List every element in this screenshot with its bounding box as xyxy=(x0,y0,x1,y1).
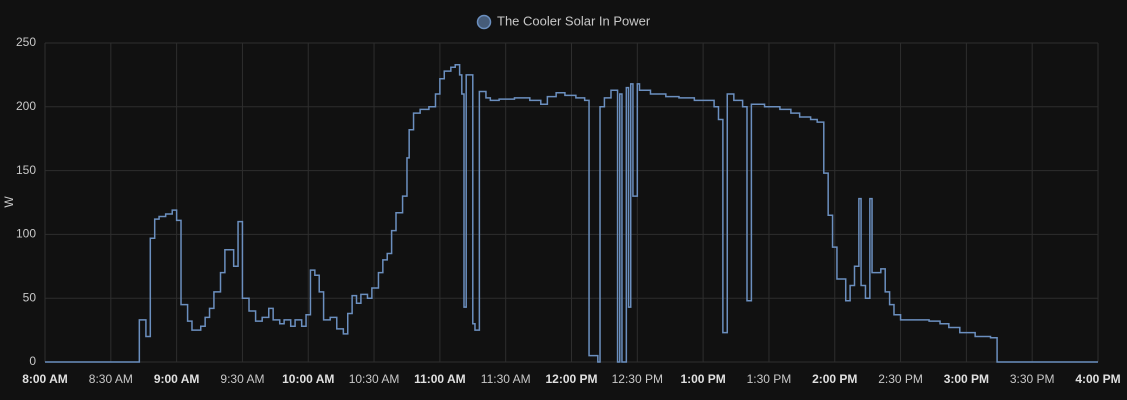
x-tick-label: 11:30 AM xyxy=(481,372,531,386)
x-tick-label: 10:30 AM xyxy=(349,372,400,386)
x-tick-label: 12:00 PM xyxy=(545,372,597,386)
x-tick-label: 8:00 AM xyxy=(22,372,68,386)
x-tick-label: 10:00 AM xyxy=(282,372,334,386)
x-tick-label: 3:30 PM xyxy=(1010,372,1055,386)
x-tick-label: 9:00 AM xyxy=(154,372,200,386)
x-tick-label: 9:30 AM xyxy=(220,372,264,386)
y-tick-label: 0 xyxy=(29,354,36,368)
x-tick-label: 1:30 PM xyxy=(747,372,792,386)
data-line xyxy=(45,63,1098,363)
y-tick-label: 200 xyxy=(16,99,36,113)
x-tick-label: 2:00 PM xyxy=(812,372,857,386)
x-tick-label: 12:30 PM xyxy=(612,372,663,386)
y-axis-label: W xyxy=(2,196,16,208)
x-tick-label: 4:00 PM xyxy=(1075,372,1120,386)
x-tick-label: 3:00 PM xyxy=(944,372,989,386)
x-tick-label: 11:00 AM xyxy=(414,372,466,386)
legend-label: The Cooler Solar In Power xyxy=(497,13,651,28)
y-tick-label: 100 xyxy=(16,227,36,241)
legend-swatch xyxy=(476,14,492,30)
y-tick-label: 250 xyxy=(16,35,36,49)
y-tick-label: 50 xyxy=(23,290,37,304)
y-tick-label: 150 xyxy=(16,163,36,177)
x-tick-label: 8:30 AM xyxy=(89,372,133,386)
x-tick-label: 2:30 PM xyxy=(878,372,923,386)
x-tick-label: 1:00 PM xyxy=(680,372,725,386)
